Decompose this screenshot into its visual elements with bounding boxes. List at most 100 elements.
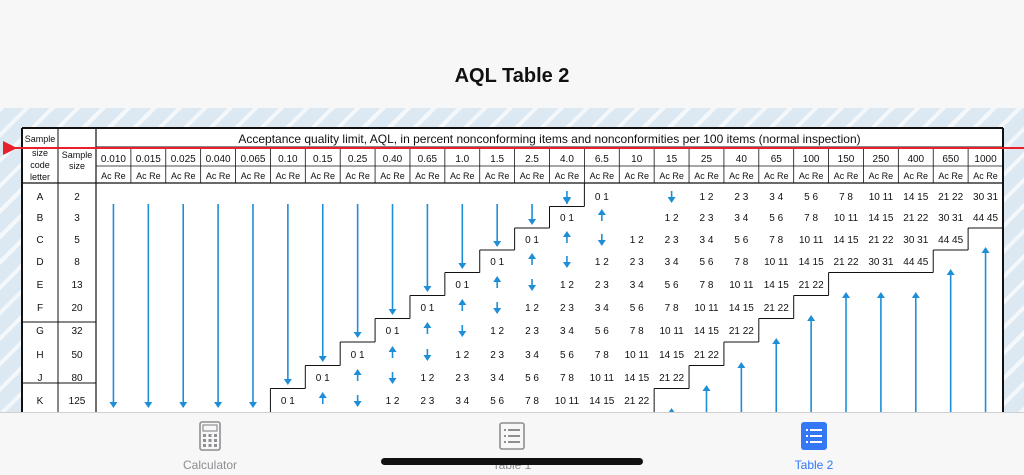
arrow-head <box>842 292 851 298</box>
acre-cell: 21 22 <box>764 303 789 314</box>
up-arrow <box>981 247 990 412</box>
acre-cell: 1 2 <box>420 373 434 384</box>
acre-label: Ac Re <box>973 171 998 181</box>
down-arrow <box>109 204 118 408</box>
code-letter: A <box>37 192 44 203</box>
arrow-head <box>772 338 781 344</box>
acre-cell: 5 6 <box>700 257 714 268</box>
acre-label: Ac Re <box>659 171 684 181</box>
acre-cell: 10 11 <box>799 235 824 246</box>
arrow-head <box>667 197 676 203</box>
down-arrow <box>248 204 257 408</box>
acre-label: Ac Re <box>694 171 719 181</box>
up-arrow <box>388 346 397 358</box>
acre-cell: 14 15 <box>694 326 719 337</box>
aql-value: 2.5 <box>525 154 539 165</box>
acre-cell: 0 1 <box>316 373 330 384</box>
code-letter: K <box>37 396 44 407</box>
arrow-head <box>737 362 746 368</box>
acre-cell: 2 3 <box>595 280 609 291</box>
down-arrow <box>528 204 537 225</box>
acre-cell: 3 4 <box>595 303 609 314</box>
acre-cell: 5 6 <box>769 213 783 224</box>
sample-size: 8 <box>74 257 80 268</box>
arrow-head <box>493 276 502 282</box>
tab-label: Calculator <box>182 458 238 472</box>
code-letter: H <box>36 350 43 361</box>
acre-cell: 5 6 <box>630 303 644 314</box>
row-slider[interactable] <box>3 141 1024 155</box>
up-arrow <box>353 369 362 381</box>
arrow-head <box>353 369 362 375</box>
aql-table: SamplesizecodeletterSamplesizeAcceptance… <box>3 127 1024 412</box>
acre-label: Ac Re <box>206 171 231 181</box>
arrow-head <box>562 197 571 203</box>
acre-cell: 21 22 <box>834 257 859 268</box>
acre-label: Ac Re <box>869 171 894 181</box>
aql-value: 0.65 <box>418 154 438 165</box>
acre-cell: 3 4 <box>455 396 469 407</box>
acre-cell: 21 22 <box>624 396 649 407</box>
acre-label: Ac Re <box>415 171 440 181</box>
down-arrow <box>144 204 153 408</box>
code-letter: D <box>36 257 43 268</box>
aql-value: 1.0 <box>455 154 469 165</box>
acre-label: Ac Re <box>380 171 405 181</box>
acre-cell: 1 2 <box>386 396 400 407</box>
tab-table-2[interactable]: Table 2 <box>734 413 894 475</box>
acre-cell: 7 8 <box>665 303 679 314</box>
acre-cell: 10 11 <box>590 373 615 384</box>
up-arrow <box>946 269 955 412</box>
acre-cell: 21 22 <box>938 192 963 203</box>
arrow-head <box>946 269 955 275</box>
arrow-head <box>144 402 153 408</box>
arrow-head <box>981 247 990 253</box>
acre-label: Ac Re <box>345 171 370 181</box>
down-arrow <box>562 191 571 203</box>
acre-label: Ac Re <box>904 171 929 181</box>
aql-value: 6.5 <box>595 154 609 165</box>
acre-cell: 30 31 <box>973 192 998 203</box>
aql-value: 0.25 <box>348 154 368 165</box>
acre-label: Ac Re <box>555 171 580 181</box>
arrow-head <box>493 241 502 247</box>
acre-cell: 44 45 <box>938 235 963 246</box>
acre-cell: 5 6 <box>560 350 574 361</box>
acre-cell: 10 11 <box>659 326 684 337</box>
arrow-head <box>423 355 432 361</box>
sample-size: 13 <box>71 280 83 291</box>
header-text: Sample <box>62 150 93 160</box>
acre-cell: 1 2 <box>560 280 574 291</box>
up-arrow <box>458 299 467 311</box>
list-icon <box>801 422 827 450</box>
down-arrow <box>179 204 188 408</box>
acre-label: Ac Re <box>136 171 161 181</box>
acre-cell: 5 6 <box>525 373 539 384</box>
tab-calculator[interactable]: Calculator <box>130 413 290 475</box>
up-arrow <box>318 392 327 404</box>
acre-cell: 1 2 <box>490 326 504 337</box>
tab-table-1[interactable]: Table 1 <box>432 413 592 475</box>
arrow-head <box>597 240 606 246</box>
acre-cell: 0 1 <box>595 192 609 203</box>
acre-cell: 30 31 <box>903 235 928 246</box>
down-arrow <box>493 204 502 247</box>
up-arrow <box>668 408 675 412</box>
arrow-head <box>318 392 327 398</box>
acre-cell: 3 4 <box>490 373 504 384</box>
down-arrow <box>597 234 606 246</box>
acre-cell: 2 3 <box>490 350 504 361</box>
arrow-head <box>109 402 118 408</box>
acre-cell: 0 1 <box>455 280 469 291</box>
acre-label: Ac Re <box>310 171 335 181</box>
acre-cell: 0 1 <box>386 326 400 337</box>
acre-cell: 10 11 <box>555 396 580 407</box>
acre-cell: 14 15 <box>589 396 614 407</box>
down-arrow <box>214 204 223 408</box>
sample-size: 2 <box>74 192 80 203</box>
arrow-head <box>458 331 467 337</box>
aql-table-viewer[interactable]: Sample size code letter Sample size Acceptance… <box>0 108 1024 412</box>
acre-cell: 2 3 <box>525 326 539 337</box>
page-title: AQL Table 2 <box>454 65 570 87</box>
code-letter: G <box>36 326 44 337</box>
